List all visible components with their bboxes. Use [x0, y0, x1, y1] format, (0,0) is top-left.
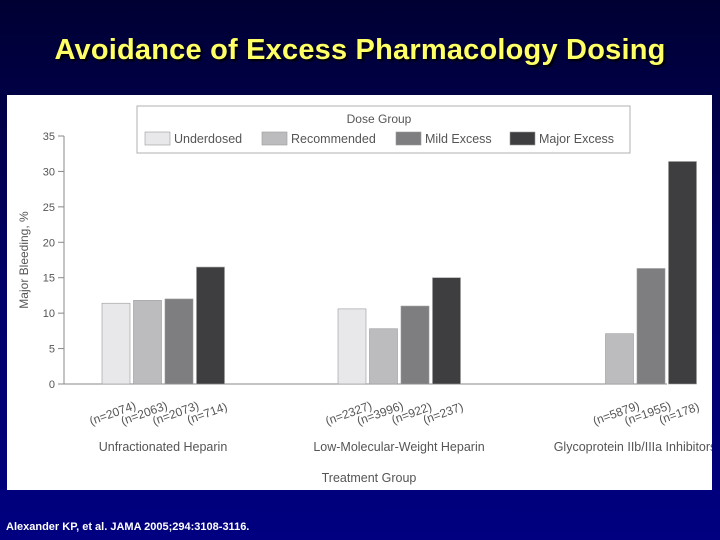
y-tick-label: 25: [43, 202, 55, 214]
bar-major-excess-low-molecular-weight-heparin: [432, 277, 461, 385]
bar-major-excess-unfractionated-heparin: [196, 266, 225, 385]
bars: [101, 161, 697, 385]
legend-label-major-excess: Major Excess: [539, 132, 614, 146]
slide-title: Avoidance of Excess Pharmacology Dosing: [54, 34, 666, 66]
y-tick-label: 35: [43, 131, 55, 143]
bar-major-excess-glycoprotein-iib-iiia-inhibitors: [668, 161, 697, 385]
y-tick-label: 5: [49, 344, 55, 356]
category-label: Low-Molecular-Weight Heparin: [313, 440, 484, 454]
y-tick-label: 10: [43, 308, 55, 320]
sample-size-labels: (n=2074)(n=2063)(n=2073)(n=714) (n=2327)(…: [88, 398, 702, 428]
y-axis-title: Major Bleeding, %: [17, 211, 31, 309]
legend-label-recommended: Recommended: [291, 132, 376, 146]
y-tick-label: 20: [43, 237, 55, 249]
legend-label-mild-excess: Mild Excess: [425, 132, 492, 146]
y-tick-label: 0: [49, 379, 55, 391]
citation: Alexander KP, et al. JAMA 2005;294:3108-…: [6, 521, 250, 533]
chart-panel: Dose Group Underdosed Recommended Mild Exc…: [7, 95, 712, 490]
bar-recommended-glycoprotein-iib-iiia-inhibitors: [605, 333, 634, 385]
axes: 0 5 10 15 20 25 30 35 Major Bleeding, % Treatme…: [17, 131, 667, 485]
bar-chart: Dose Group Underdosed Recommended Mild Exc…: [17, 105, 712, 485]
legend-title: Dose Group: [347, 112, 412, 126]
legend-box: [136, 105, 631, 154]
y-tick-label: 30: [43, 166, 55, 178]
bar-recommended-unfractionated-heparin: [133, 300, 162, 385]
category-label: Unfractionated Heparin: [99, 440, 228, 454]
bar-mild-excess-low-molecular-weight-heparin: [400, 305, 430, 385]
bar-underdosed-low-molecular-weight-heparin: [337, 308, 367, 385]
legend: Dose Group Underdosed Recommended Mild Exc…: [136, 105, 631, 154]
category-labels: Unfractionated Heparin Low-Molecular-Weig…: [99, 440, 712, 454]
legend-swatch-recommended: [261, 131, 288, 146]
x-axis-title: Treatment Group: [322, 471, 417, 485]
bar-mild-excess-unfractionated-heparin: [164, 298, 194, 385]
legend-swatch-major-excess: [509, 131, 536, 146]
bar-mild-excess-glycoprotein-iib-iiia-inhibitors: [636, 268, 666, 385]
legend-swatch-mild-excess: [395, 131, 422, 146]
bar-underdosed-unfractionated-heparin: [101, 302, 131, 385]
legend-label-underdosed: Underdosed: [174, 132, 242, 146]
category-label: Glycoprotein IIb/IIIa Inhibitors: [554, 440, 712, 454]
legend-swatch-underdosed: [144, 131, 171, 146]
bar-recommended-low-molecular-weight-heparin: [369, 328, 398, 385]
y-tick-label: 15: [43, 273, 55, 285]
